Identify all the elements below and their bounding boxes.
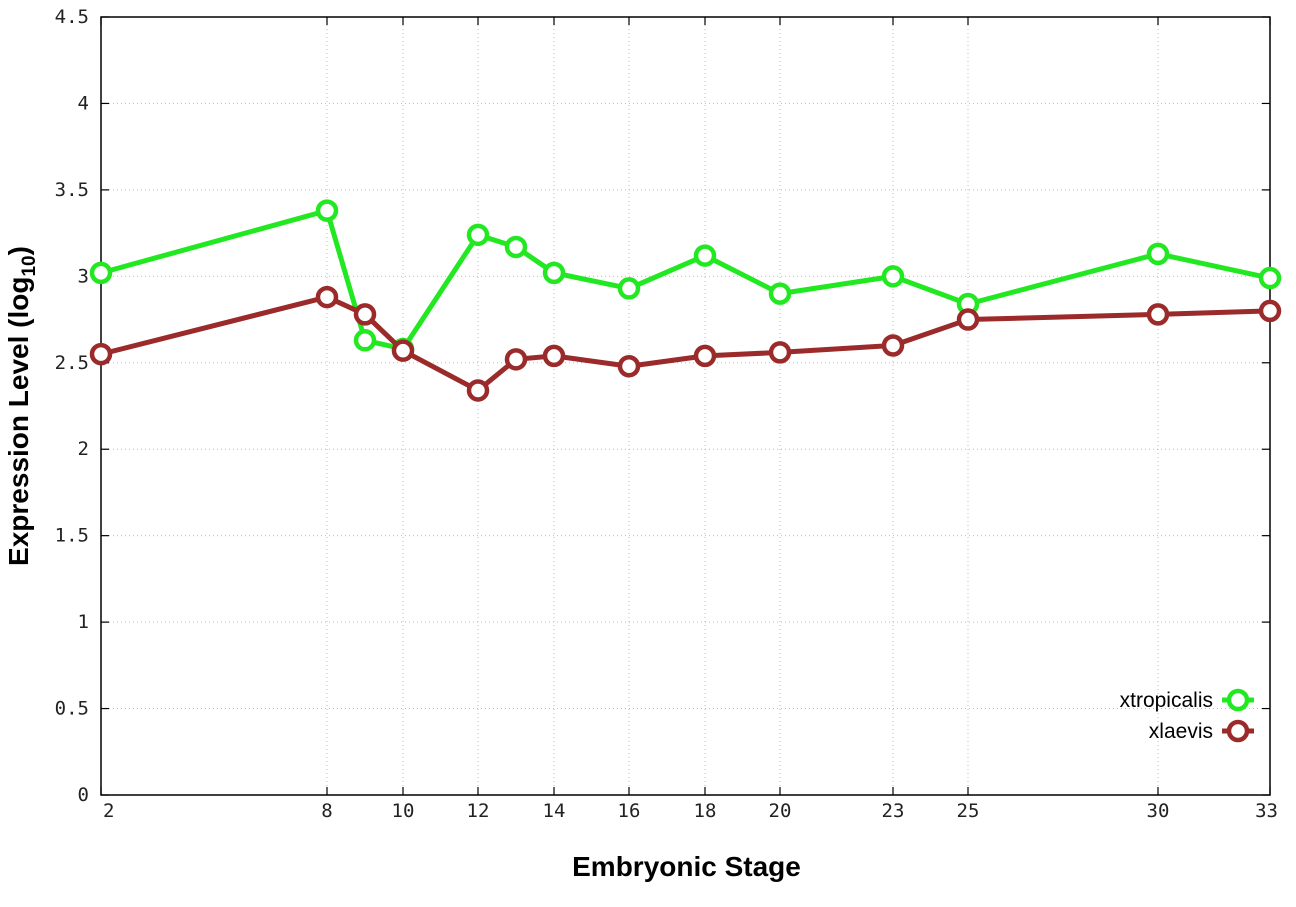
- x-tick-label: 8: [321, 800, 332, 822]
- x-tick-label: 30: [1147, 800, 1170, 822]
- y-axis-title: Expression Level (log10): [3, 246, 40, 566]
- data-point-xtropicalis: [542, 261, 566, 285]
- data-point-xlaevis: [504, 348, 528, 371]
- data-point-xlaevis: [617, 354, 641, 378]
- legend: xtropicalis xlaevis: [1120, 688, 1254, 743]
- data-point-xlaevis: [1146, 303, 1170, 326]
- data-point-xlaevis: [353, 303, 377, 326]
- series-xtropicalis: [89, 199, 1282, 361]
- data-point-xtropicalis: [881, 265, 905, 288]
- x-tick-label: 2: [103, 800, 114, 822]
- data-point-xtropicalis: [353, 329, 377, 352]
- plot-frame: [100, 16, 1271, 796]
- x-tick-label: 33: [1255, 800, 1278, 822]
- legend-swatch-marker: [1226, 719, 1250, 743]
- legend-label-xtropicalis: xtropicalis: [1120, 689, 1213, 712]
- data-point-xtropicalis: [617, 277, 641, 300]
- y-tick-label: 2.5: [55, 352, 89, 374]
- data-point-xlaevis: [693, 344, 717, 368]
- legend-label-xlaevis: xlaevis: [1149, 720, 1213, 743]
- series-layer: [89, 199, 1282, 402]
- data-point-xtropicalis: [1146, 242, 1170, 266]
- series-xlaevis: [89, 285, 1282, 402]
- x-axis: 2 8 10 12 14 16 18 20 23 25 30 33: [100, 17, 1278, 822]
- data-point-xtropicalis: [504, 235, 528, 259]
- data-point-xlaevis: [1258, 299, 1282, 323]
- x-tick-label: 14: [543, 800, 566, 822]
- series-line-xtropicalis: [100, 208, 1271, 352]
- series-line-xlaevis: [100, 294, 1271, 393]
- y-tick-label: 2: [78, 438, 89, 460]
- y-tick-label: 4.5: [55, 6, 89, 28]
- y-axis-title-subscript: 10: [19, 255, 40, 276]
- grid-lines: [101, 17, 1270, 795]
- x-tick-label: 12: [467, 800, 490, 822]
- x-axis-title: Embryonic Stage: [572, 851, 801, 882]
- x-tick-label: 18: [694, 800, 717, 822]
- data-point-xlaevis: [391, 339, 415, 362]
- x-tick-label: 25: [957, 800, 980, 822]
- y-tick-label: 1.5: [55, 525, 89, 547]
- data-point-xlaevis: [768, 341, 792, 364]
- y-axis: 0 0.5 1 1.5 2 2.5 3 3.5 4 4.5: [55, 6, 1270, 806]
- data-point-xtropicalis: [1258, 266, 1282, 290]
- y-tick-label: 0.5: [55, 698, 89, 720]
- data-point-xlaevis: [466, 379, 490, 402]
- data-point-xtropicalis: [693, 244, 717, 267]
- data-point-xlaevis: [315, 285, 339, 309]
- data-point-xlaevis: [542, 344, 566, 368]
- y-axis-title-close: ): [3, 246, 34, 255]
- x-tick-label: 16: [618, 800, 641, 822]
- x-tick-label: 10: [392, 800, 415, 822]
- x-tick-label: 20: [769, 800, 792, 822]
- y-axis-title-main: Expression Level (log: [3, 277, 34, 566]
- data-point-xtropicalis: [315, 199, 339, 222]
- y-tick-label: 3: [78, 265, 89, 287]
- y-tick-label: 3.5: [55, 179, 89, 201]
- y-tick-label: 4: [78, 92, 89, 114]
- data-point-xlaevis: [881, 334, 905, 357]
- data-point-xtropicalis: [89, 261, 113, 285]
- legend-swatch-marker: [1226, 688, 1250, 712]
- data-point-xlaevis: [89, 342, 113, 366]
- y-tick-label: 1: [78, 611, 89, 633]
- data-point-xlaevis: [956, 308, 980, 331]
- data-point-xtropicalis: [768, 282, 792, 305]
- y-tick-label: 0: [78, 784, 89, 806]
- x-tick-label: 23: [882, 800, 905, 822]
- data-point-xtropicalis: [466, 223, 490, 247]
